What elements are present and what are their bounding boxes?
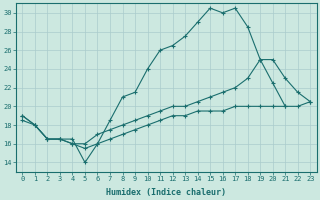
X-axis label: Humidex (Indice chaleur): Humidex (Indice chaleur) <box>106 188 226 197</box>
